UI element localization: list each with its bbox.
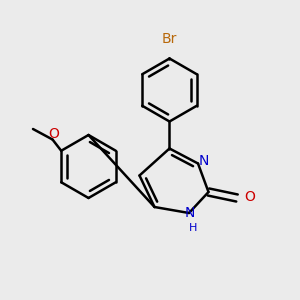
- Text: O: O: [49, 127, 59, 141]
- Text: O: O: [244, 190, 255, 204]
- Text: Br: Br: [162, 32, 177, 46]
- Text: N: N: [184, 206, 195, 220]
- Text: H: H: [189, 223, 197, 233]
- Text: N: N: [199, 154, 209, 168]
